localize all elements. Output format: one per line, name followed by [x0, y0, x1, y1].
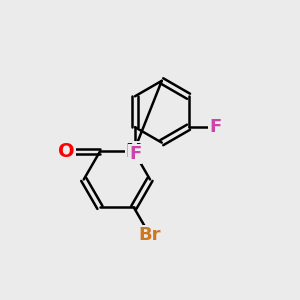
Text: F: F [209, 118, 221, 136]
Text: N: N [126, 142, 142, 161]
Text: Br: Br [139, 226, 161, 244]
Text: O: O [58, 142, 74, 161]
Text: F: F [129, 145, 141, 163]
